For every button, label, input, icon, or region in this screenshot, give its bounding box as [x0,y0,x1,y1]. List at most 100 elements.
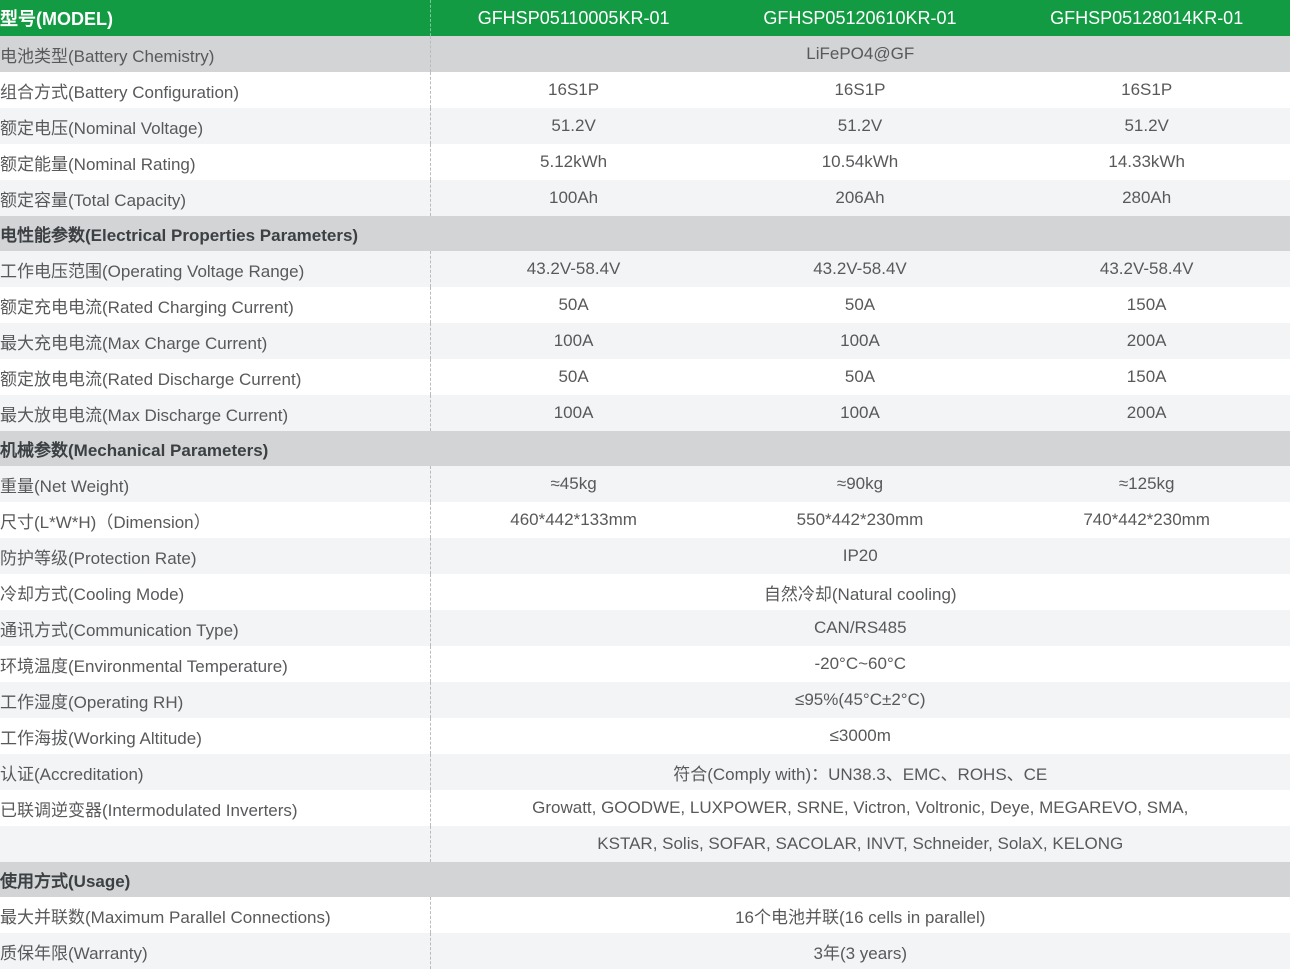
table-row: 最大并联数(Maximum Parallel Connections) 16个电池… [0,897,1290,933]
table-row: 额定充电电流(Rated Charging Current) 50A 50A 150A [0,287,1290,323]
table-row: 最大充电电流(Max Charge Current) 100A 100A 200A [0,323,1290,359]
row-value-1: 100A [553,331,594,350]
table-row: 额定容量(Total Capacity) 100Ah 206Ah 280Ah [0,180,1290,216]
row-value-merged: KSTAR, Solis, SOFAR, SACOLAR, INVT, Schn… [597,834,1124,853]
row-label: 额定容量(Total Capacity) [0,180,431,216]
table-row: KSTAR, Solis, SOFAR, SACOLAR, INVT, Schn… [0,826,1290,862]
row-value-2: 16S1P [834,80,886,99]
row-label: 环境温度(Environmental Temperature) [0,646,431,682]
header-model-3: GFHSP05128014KR-01 [1050,7,1244,28]
row-label: 通讯方式(Communication Type) [0,610,431,646]
row-value-3: 43.2V-58.4V [1099,259,1194,278]
row-label: 工作海拔(Working Altitude) [0,718,431,754]
row-value-2: 100A [840,331,880,350]
row-value-merged: IP20 [842,546,878,565]
row-label: 防护等级(Protection Rate) [0,538,431,574]
section-header-row: 机械参数(Mechanical Parameters) [0,431,1290,466]
row-value-3: ≈125kg [1118,474,1175,493]
row-value-1: 100Ah [548,188,599,207]
row-label: 最大放电电流(Max Discharge Current) [0,395,431,431]
row-value-merged: ≤95%(45°C±2°C) [794,690,926,709]
row-label: 额定充电电流(Rated Charging Current) [0,287,431,323]
row-value-merged: 16个电池并联(16 cells in parallel) [735,907,986,927]
row-value-merged: -20°C~60°C [814,654,907,673]
table-row: 环境温度(Environmental Temperature) -20°C~60°… [0,646,1290,682]
section-header-label: 使用方式(Usage) [0,872,131,891]
row-label: 尺寸(L*W*H)（Dimension） [0,502,431,538]
table-row: 已联调逆变器(Intermodulated Inverters) Growatt,… [0,790,1290,826]
table-header-row: 型号(MODEL) GFHSP05110005KR-01 GFHSP05120610… [0,0,1290,36]
row-value-2: 50A [844,295,876,314]
row-label: 质保年限(Warranty) [0,933,431,969]
header-model-2: GFHSP05120610KR-01 [763,7,957,28]
table-row: 最大放电电流(Max Discharge Current) 100A 100A 200… [0,395,1290,431]
table-row: 尺寸(L*W*H)（Dimension） 460*442*133mm 550*442… [0,502,1290,538]
header-label-model: 型号(MODEL) [0,0,431,36]
table-row: 工作电压范围(Operating Voltage Range) 43.2V-58.… [0,251,1290,287]
row-value-merged: CAN/RS485 [813,618,907,637]
row-label: 工作湿度(Operating RH) [0,682,431,718]
row-value-3: 150A [1126,295,1167,314]
row-label: 额定放电电流(Rated Discharge Current) [0,359,431,395]
row-value-2: 100A [840,403,880,422]
row-value-2: 51.2V [837,116,883,135]
row-value-2: 50A [844,367,876,386]
table-row: 额定能量(Nominal Rating) 5.12kWh 10.54kWh 14.33… [0,144,1290,180]
row-value-1: 50A [558,295,589,314]
row-value-3: 150A [1126,367,1167,386]
table-row: 额定放电电流(Rated Discharge Current) 50A 50A 150… [0,359,1290,395]
row-label: 最大并联数(Maximum Parallel Connections) [0,897,431,933]
section-header-label: 机械参数(Mechanical Parameters) [0,441,269,460]
row-value-merged: LiFePO4@GF [806,44,915,63]
row-value-1: 50A [558,367,589,386]
row-label: 额定电压(Nominal Voltage) [0,108,431,144]
row-value-2: 10.54kWh [821,152,899,171]
row-value-merged: Growatt, GOODWE, LUXPOWER, SRNE, Victron… [532,798,1189,817]
row-value-merged: 3年(3 years) [813,943,908,963]
row-label: 已联调逆变器(Intermodulated Inverters) [0,790,431,826]
row-value-2: 550*442*230mm [796,510,924,529]
table-row: 重量(Net Weight) ≈45kg ≈90kg ≈125kg [0,466,1290,502]
row-value-1: 16S1P [548,80,600,99]
row-label: 工作电压范围(Operating Voltage Range) [0,251,431,287]
row-value-1: 51.2V [551,116,596,135]
section-header-label: 电性能参数(Electrical Properties Parameters) [0,226,359,245]
row-value-merged: 符合(Comply with)：UN38.3、EMC、ROHS、CE [673,764,1048,784]
row-value-1: 460*442*133mm [510,510,637,529]
section-header-row: 使用方式(Usage) [0,862,1290,897]
row-value-1: ≈45kg [550,474,597,493]
section-header-row: 电性能参数(Electrical Properties Parameters) [0,216,1290,251]
table-row: 质保年限(Warranty) 3年(3 years) [0,933,1290,969]
row-value-3: 200A [1126,331,1167,350]
row-value-merged: ≤3000m [829,726,891,745]
table-row: 通讯方式(Communication Type) CAN/RS485 [0,610,1290,646]
table-row: 工作海拔(Working Altitude) ≤3000m [0,718,1290,754]
row-label [0,826,431,862]
row-value-1: 43.2V-58.4V [526,259,621,278]
row-value-1: 100A [553,403,594,422]
table-row: 冷却方式(Cooling Mode) 自然冷却(Natural cooling) [0,574,1290,610]
table-row: 组合方式(Battery Configuration) 16S1P 16S1P 16S… [0,72,1290,108]
row-value-3: 51.2V [1124,116,1169,135]
row-label: 最大充电电流(Max Charge Current) [0,323,431,359]
row-value-3: 740*442*230mm [1083,510,1210,529]
row-label: 组合方式(Battery Configuration) [0,72,431,108]
table-row: 额定电压(Nominal Voltage) 51.2V 51.2V 51.2V [0,108,1290,144]
row-label: 电池类型(Battery Chemistry) [0,36,431,72]
row-label: 冷却方式(Cooling Mode) [0,574,431,610]
header-model-1: GFHSP05110005KR-01 [477,7,670,28]
table-row: 工作湿度(Operating RH) ≤95%(45°C±2°C) [0,682,1290,718]
table-row: 电池类型(Battery Chemistry) LiFePO4@GF [0,36,1290,72]
row-label: 重量(Net Weight) [0,466,431,502]
table-row: 防护等级(Protection Rate) IP20 [0,538,1290,574]
row-value-2: ≈90kg [836,474,884,493]
row-label: 认证(Accreditation) [0,754,431,790]
table-row: 认证(Accreditation) 符合(Comply with)：UN38.3、… [0,754,1290,790]
row-value-3: 280Ah [1122,188,1172,207]
row-value-2: 43.2V-58.4V [813,259,907,278]
row-value-merged: 自然冷却(Natural cooling) [763,584,957,604]
row-value-3: 200A [1126,403,1167,422]
row-value-2: 206Ah [835,188,885,207]
row-value-3: 14.33kWh [1108,152,1185,171]
